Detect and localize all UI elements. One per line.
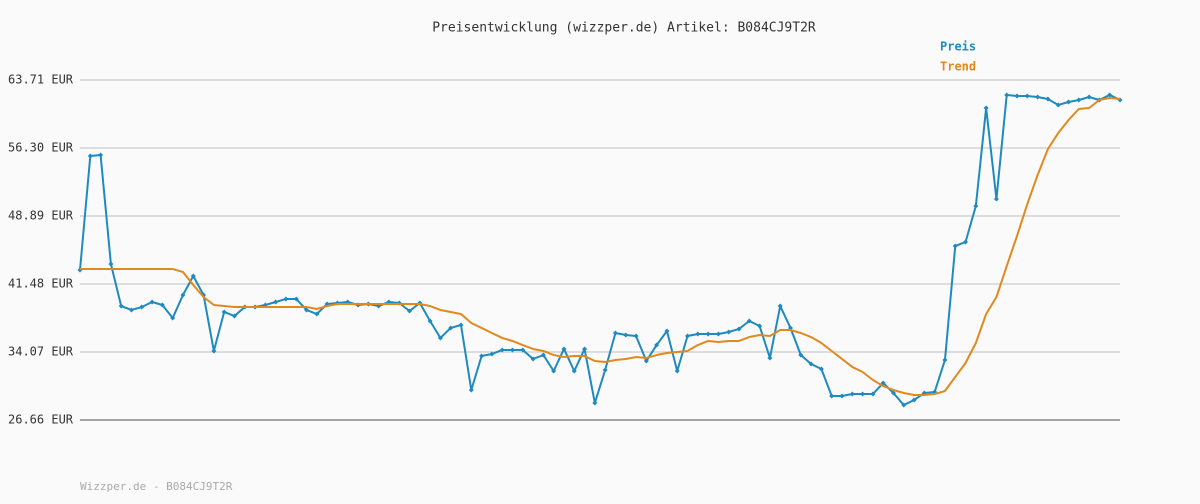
point-marker	[231, 313, 237, 319]
point-marker	[849, 391, 855, 397]
point-marker	[468, 387, 474, 393]
point-marker	[582, 346, 588, 352]
y-tick-label: 48.89 EUR	[8, 209, 74, 223]
point-marker	[767, 355, 773, 361]
point-marker	[860, 391, 866, 397]
point-marker	[674, 368, 680, 374]
point-marker	[963, 239, 969, 245]
footer: Wizzper.de - B084CJ9T2R	[80, 480, 233, 493]
point-marker	[942, 357, 948, 363]
point-marker	[685, 333, 691, 339]
point-marker	[602, 367, 608, 373]
point-marker	[973, 203, 979, 209]
legend-label: Preis	[940, 40, 976, 54]
point-marker	[479, 353, 485, 359]
point-marker	[643, 358, 649, 364]
y-tick-label: 63.71 EUR	[8, 73, 74, 87]
point-marker	[715, 331, 721, 337]
point-marker	[1024, 93, 1030, 99]
point-marker	[705, 331, 711, 337]
point-marker	[273, 299, 279, 305]
point-marker	[818, 366, 824, 372]
point-marker	[571, 368, 577, 374]
point-marker	[1035, 94, 1041, 100]
point-marker	[448, 325, 454, 331]
point-marker	[829, 393, 835, 399]
point-marker	[623, 332, 629, 338]
point-marker	[540, 352, 546, 358]
point-marker	[108, 261, 114, 267]
point-marker	[520, 347, 526, 353]
point-marker	[551, 368, 557, 374]
point-marker	[98, 152, 104, 158]
point-marker	[170, 315, 176, 321]
point-marker	[736, 326, 742, 332]
point-marker	[983, 105, 989, 111]
point-marker	[128, 307, 134, 313]
chart-title: Preisentwicklung (wizzper.de) Artikel: B…	[432, 21, 816, 36]
point-marker	[633, 333, 639, 339]
point-marker	[407, 308, 413, 314]
point-marker	[1014, 93, 1020, 99]
point-marker	[993, 196, 999, 202]
point-marker	[664, 328, 670, 334]
point-marker	[314, 311, 320, 317]
point-marker	[458, 322, 464, 328]
point-marker	[211, 348, 217, 354]
point-marker	[870, 391, 876, 397]
point-marker	[612, 330, 618, 336]
point-marker	[1086, 94, 1092, 100]
point-marker	[726, 329, 732, 335]
point-marker	[592, 400, 598, 406]
point-marker	[839, 393, 845, 399]
point-marker	[221, 309, 227, 315]
point-marker	[1045, 96, 1051, 102]
point-marker	[695, 331, 701, 337]
point-marker	[180, 292, 186, 298]
point-marker	[1055, 102, 1061, 108]
y-tick-label: 41.48 EUR	[8, 277, 74, 291]
point-marker	[1107, 92, 1113, 98]
point-marker	[654, 342, 660, 348]
y-tick-label: 56.30 EUR	[8, 141, 74, 155]
point-marker	[808, 361, 814, 367]
point-marker	[87, 153, 93, 159]
point-marker	[118, 303, 124, 309]
line-trend	[80, 96, 1121, 397]
point-marker	[293, 296, 299, 302]
point-marker	[952, 243, 958, 249]
point-marker	[530, 356, 536, 362]
point-marker	[159, 302, 165, 308]
point-marker	[149, 299, 155, 305]
point-marker	[427, 318, 433, 324]
y-tick-label: 26.66 EUR	[8, 413, 74, 427]
point-marker	[1076, 97, 1082, 103]
line-preis	[79, 93, 1121, 407]
point-marker	[561, 346, 567, 352]
point-marker	[489, 351, 495, 357]
point-marker	[304, 307, 310, 313]
point-marker	[746, 318, 752, 324]
legend-label: Trend	[940, 60, 976, 74]
point-marker	[777, 303, 783, 309]
point-marker	[757, 323, 763, 329]
point-marker	[890, 390, 896, 396]
point-marker	[1004, 92, 1010, 98]
point-marker	[139, 304, 145, 310]
point-marker	[911, 397, 917, 403]
point-marker	[190, 273, 196, 279]
y-tick-label: 34.07 EUR	[8, 345, 74, 359]
point-marker	[1066, 99, 1072, 105]
point-marker	[499, 347, 505, 353]
point-marker	[798, 352, 804, 358]
point-marker	[283, 296, 289, 302]
point-marker	[509, 347, 515, 353]
point-marker	[437, 335, 443, 341]
point-marker	[901, 402, 907, 408]
